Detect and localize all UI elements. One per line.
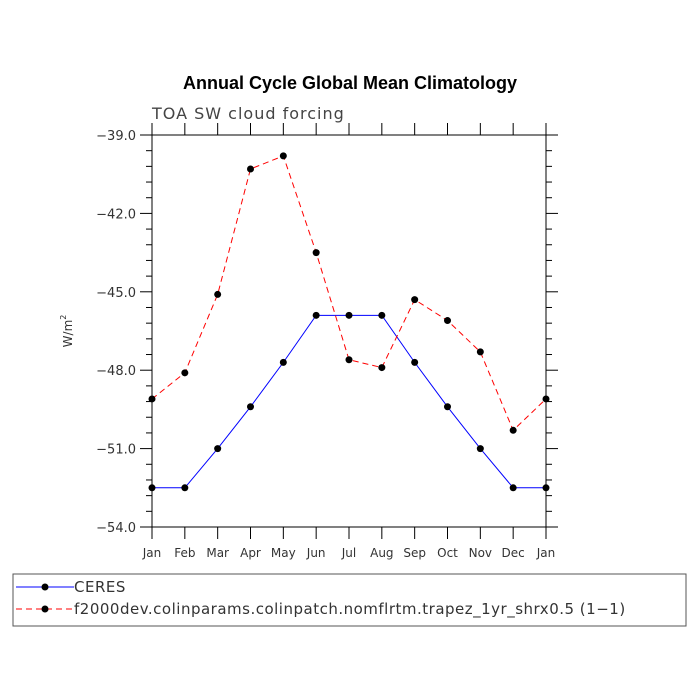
- legend-box: [12, 573, 687, 627]
- x-tick-label: Apr: [240, 546, 261, 560]
- x-tick-label: Dec: [502, 546, 525, 560]
- x-tick-label: Jun: [306, 546, 326, 560]
- legend-marker-model: [41, 605, 49, 613]
- data-point-series-1: [247, 165, 254, 173]
- x-tick-label: Jul: [341, 546, 356, 560]
- data-point-series-0: [476, 445, 484, 453]
- legend-label-ceres: CERES: [74, 578, 126, 596]
- data-point-series-0: [509, 484, 517, 492]
- data-point-series-1: [509, 426, 517, 434]
- y-tick-label: −48.0: [96, 364, 136, 379]
- chart-title: Annual Cycle Global Mean Climatology: [183, 73, 517, 93]
- legend-marker-ceres: [41, 583, 49, 591]
- data-point-series-0: [345, 311, 353, 319]
- x-tick-label: Feb: [174, 546, 195, 560]
- x-tick-label: Oct: [437, 546, 458, 560]
- legend-label-model: f2000dev.colinparams.colinpatch.nomflrtm…: [74, 600, 626, 619]
- series-line-0: [152, 314, 546, 489]
- x-tick-labels: Jan Feb Mar Apr May Jun Jul Aug Sep Oct Nov Dec Jan: [142, 546, 556, 560]
- y-tick-label: −45.0: [96, 286, 136, 301]
- y-tick-label: −54.0: [96, 521, 136, 536]
- data-point-series-0: [214, 445, 222, 453]
- plot-area: −54.0 −51.0 −48.0 −45.0 −42.0 −39.0 Jan Feb Mar…: [96, 123, 558, 560]
- x-tick-label: Aug: [370, 546, 393, 560]
- x-tick-label: Jan: [142, 546, 162, 560]
- series-line-1: [151, 155, 547, 432]
- data-point-series-0: [411, 358, 419, 366]
- data-point-series-1: [181, 369, 189, 377]
- data-point-series-1: [542, 395, 550, 403]
- data-point-series-1: [214, 290, 222, 298]
- y-tick-labels: −54.0 −51.0 −48.0 −45.0 −42.0 −39.0: [96, 129, 136, 536]
- data-point-series-0: [444, 403, 451, 411]
- x-tick-label: Nov: [469, 546, 492, 560]
- data-point-series-1: [345, 356, 353, 364]
- data-point-series-1: [444, 317, 451, 325]
- data-point-series-1: [312, 249, 320, 257]
- data-point-series-0: [181, 484, 189, 492]
- axis-ticks: [140, 123, 558, 539]
- data-point-series-0: [148, 484, 156, 492]
- data-point-series-0: [542, 484, 550, 492]
- data-point-series-0: [312, 311, 320, 319]
- y-tick-label: −51.0: [96, 443, 136, 458]
- y-tick-label: −42.0: [96, 207, 136, 222]
- y-axis-label: W/m2: [59, 315, 75, 348]
- series-lines: [151, 155, 547, 489]
- data-point-series-1: [378, 364, 386, 372]
- legend: CERES f2000dev.colinparams.colinpatch.no…: [12, 573, 687, 627]
- data-point-series-1: [476, 348, 484, 356]
- x-tick-label: May: [271, 546, 296, 560]
- plot-frame: [151, 134, 547, 528]
- data-point-series-1: [279, 152, 287, 160]
- series-markers: [148, 152, 550, 492]
- data-point-series-1: [411, 296, 419, 304]
- x-tick-label: Sep: [403, 546, 426, 560]
- chart-subtitle: TOA SW cloud forcing: [151, 104, 345, 123]
- data-point-series-1: [148, 395, 156, 403]
- x-tick-label: Jan: [536, 546, 556, 560]
- data-point-series-0: [378, 311, 386, 319]
- y-tick-label: −39.0: [96, 129, 136, 144]
- data-point-series-0: [279, 358, 287, 366]
- x-tick-label: Mar: [206, 546, 229, 560]
- data-point-series-0: [247, 403, 254, 411]
